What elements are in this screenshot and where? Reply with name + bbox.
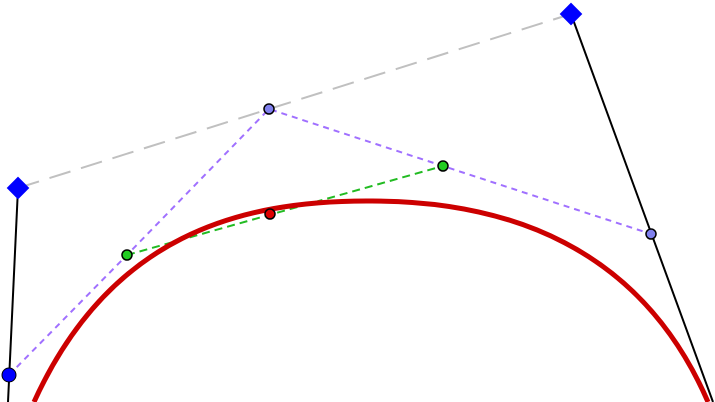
left-handle-line — [7, 187, 19, 402]
bezier-curve — [31, 198, 711, 402]
level2-point-right — [437, 160, 449, 172]
level1-point-right — [645, 228, 657, 240]
right-handle-line — [570, 13, 714, 402]
level1-interpolation-line — [8, 107, 652, 376]
control-point-right[interactable] — [559, 2, 583, 26]
control-point-left[interactable] — [6, 176, 30, 200]
curve-endpoint[interactable] — [1, 367, 17, 383]
level2-point-left — [121, 249, 133, 261]
level1-point-top — [263, 103, 275, 115]
curve-sample-point — [264, 208, 276, 220]
control-polygon-top-edge — [17, 13, 572, 189]
